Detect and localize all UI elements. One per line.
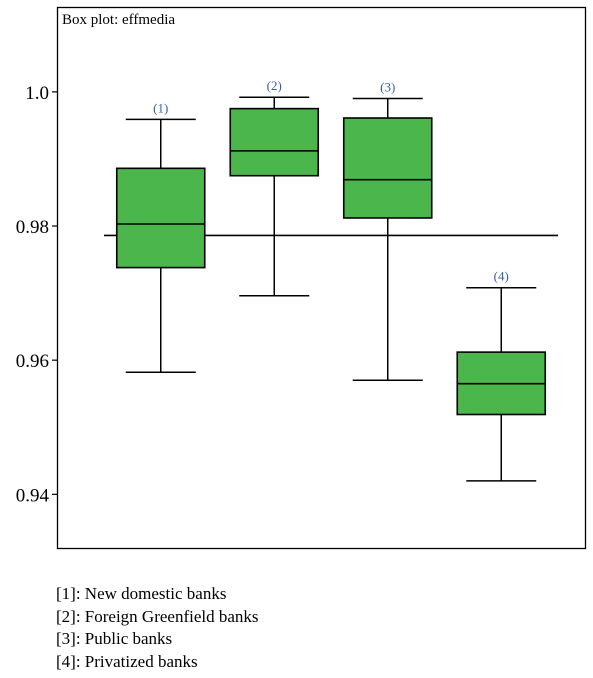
iqr-box — [115, 167, 206, 269]
boxes-group: (1) (2) (3) (4) — [115, 78, 547, 482]
plot-frame — [56, 6, 587, 550]
y-tick-label: 0.94 — [16, 485, 50, 506]
box-number-label: (3) — [380, 80, 395, 95]
box-number-label: (2) — [267, 78, 282, 93]
legend-item-2: [2]: Foreign Greenfield banks — [56, 606, 259, 626]
legend-item-1: [1]: New domestic banks — [56, 584, 227, 603]
iqr-box — [229, 107, 320, 177]
y-tick-label: 0.96 — [16, 351, 49, 372]
box-4: (4) — [456, 269, 547, 482]
box-plot-chart: Box plot: effmedia 1.0 0.98 0.96 0.94 (1) (2… — [16, 6, 587, 550]
y-axis: 1.0 0.98 0.96 0.94 — [16, 83, 58, 506]
legend-item-3: [3]: Public banks — [56, 629, 173, 649]
box-3: (3) — [342, 80, 433, 382]
legend: [1]: New domestic banks [2]: Foreign Gre… — [56, 583, 259, 674]
box-number-label: (1) — [153, 100, 168, 115]
legend-item-4: [4]: Privatized banks — [56, 652, 198, 672]
iqr-box — [342, 117, 433, 219]
y-tick-label: 0.98 — [16, 217, 49, 238]
box-2: (2) — [229, 78, 320, 297]
y-tick-label: 1.0 — [25, 83, 49, 104]
box-number-label: (4) — [494, 269, 509, 284]
box-1: (1) — [115, 100, 206, 373]
chart-title: Box plot: effmedia — [62, 12, 175, 28]
